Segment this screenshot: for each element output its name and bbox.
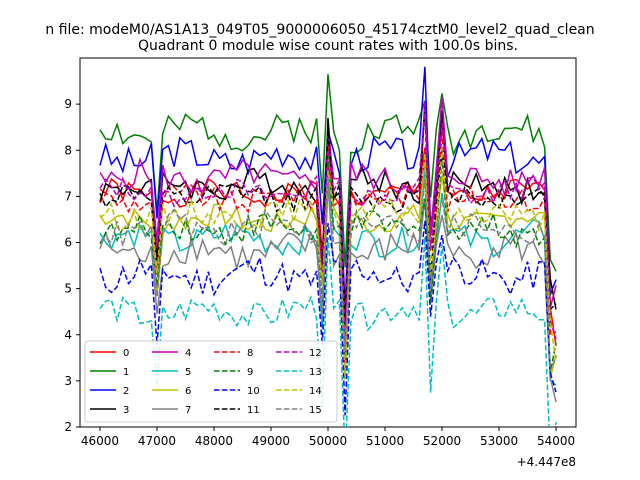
series-line-10 <box>99 220 557 416</box>
x-axis: 46000 47000 48000 49000 50000 51000 52000 53000… <box>81 427 575 448</box>
legend-label-15: 15 <box>309 405 322 416</box>
x-tick-label: 52000 <box>423 434 461 448</box>
y-axis: 2 3 4 5 6 7 8 9 <box>64 97 80 434</box>
x-axis-offset-label: +4.447e8 <box>517 455 576 469</box>
series-line-15 <box>99 177 557 372</box>
y-tick-label: 2 <box>64 420 72 434</box>
y-tick-label: 4 <box>64 328 72 342</box>
legend-label-9: 9 <box>247 367 253 378</box>
y-tick-label: 7 <box>64 189 72 203</box>
chart-title: Quadrant 0 module wise count rates with … <box>138 38 518 54</box>
legend-label-7: 7 <box>185 405 191 416</box>
series-line-3 <box>99 104 557 319</box>
series-layer <box>99 66 557 427</box>
legend-label-13: 13 <box>309 367 322 378</box>
x-tick-label: 53000 <box>480 434 518 448</box>
legend-label-0: 0 <box>123 348 129 359</box>
y-tick-label: 9 <box>64 97 72 111</box>
y-tick-label: 3 <box>64 374 72 388</box>
x-tick-label: 46000 <box>81 434 119 448</box>
legend-label-11: 11 <box>247 405 260 416</box>
legend-label-5: 5 <box>185 367 191 378</box>
legend-label-8: 8 <box>247 348 253 359</box>
legend-label-3: 3 <box>123 405 129 416</box>
series-line-11 <box>99 107 557 326</box>
figure-suptitle: n file: modeM0/AS1A13_049T05_9000006050_… <box>45 22 594 38</box>
legend-label-12: 12 <box>309 348 322 359</box>
y-tick-label: 6 <box>64 236 72 250</box>
legend-label-4: 4 <box>185 348 191 359</box>
x-tick-label: 47000 <box>138 434 176 448</box>
legend-frame <box>84 340 338 423</box>
series-line-1 <box>99 74 557 272</box>
legend-label-14: 14 <box>309 386 322 397</box>
legend-label-10: 10 <box>247 386 260 397</box>
x-tick-label: 50000 <box>309 434 347 448</box>
y-tick-label: 8 <box>64 143 72 157</box>
x-tick-label: 48000 <box>195 434 233 448</box>
x-tick-label: 51000 <box>366 434 404 448</box>
legend-label-6: 6 <box>185 386 191 397</box>
series-line-13 <box>99 237 557 427</box>
x-tick-label: 49000 <box>252 434 290 448</box>
legend-label-2: 2 <box>123 386 129 397</box>
y-tick-label: 5 <box>64 282 72 296</box>
x-tick-label: 54000 <box>537 434 575 448</box>
legend-label-1: 1 <box>123 367 129 378</box>
series-line-14 <box>99 147 557 380</box>
series-line-12 <box>99 108 557 346</box>
